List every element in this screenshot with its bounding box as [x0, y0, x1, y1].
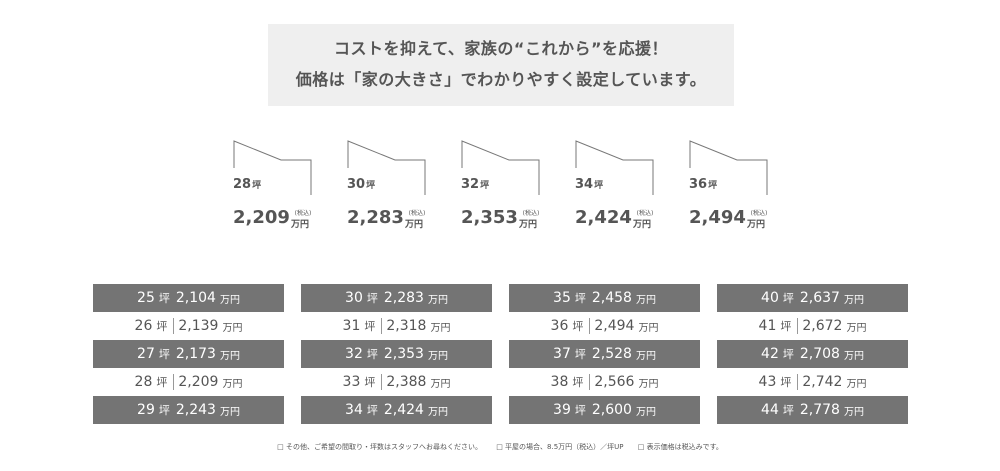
- man-unit: 万円: [405, 220, 424, 230]
- house-outline-icon: [233, 140, 312, 195]
- house-price: 2,353: [461, 207, 518, 228]
- house-card: 28坪 2,209 (税込) 万円: [233, 140, 333, 240]
- house-tsubo: 32坪: [461, 177, 490, 192]
- table-row: 26 坪 2,139 万円: [93, 312, 284, 340]
- note-item: □ 平屋の場合、8.5万円（税込）／坪UP: [496, 443, 624, 451]
- house-tsubo: 28坪: [233, 177, 262, 192]
- note-item: □ その他、ご希望の間取り・坪数はスタッフへお尋ねください。: [277, 443, 482, 451]
- table-row: 29 坪 2,243 万円: [93, 396, 284, 424]
- price-column: 30 坪 2,283 万円 31 坪 2,318 万円 32 坪 2,353 万円 33 坪 2,38…: [301, 284, 492, 424]
- man-unit: 万円: [291, 220, 310, 230]
- table-row: 34 坪 2,424 万円: [301, 396, 492, 424]
- table-row: 41 坪 2,672 万円: [717, 312, 908, 340]
- man-unit: 万円: [633, 220, 652, 230]
- price-column: 35 坪 2,458 万円 36 坪 2,494 万円 37 坪 2,528 万円 38 坪 2,56…: [509, 284, 700, 424]
- house-outline-icon: [347, 140, 426, 195]
- table-row: 39 坪 2,600 万円: [509, 396, 700, 424]
- table-row: 28 坪 2,209 万円: [93, 368, 284, 396]
- house-price: 2,424: [575, 207, 632, 228]
- house-tsubo: 34坪: [575, 177, 604, 192]
- table-row: 44 坪 2,778 万円: [717, 396, 908, 424]
- intro-line-2: 価格は「家の大きさ」でわかりやすく設定しています。: [295, 70, 707, 89]
- table-row: 32 坪 2,353 万円: [301, 340, 492, 368]
- table-row: 30 坪 2,283 万円: [301, 284, 492, 312]
- footnotes: □ その他、ご希望の間取り・坪数はスタッフへお尋ねください。 □ 平屋の場合、8…: [0, 442, 1000, 452]
- house-card: 32坪 2,353 (税込) 万円: [461, 140, 561, 240]
- house-price: 2,494: [689, 207, 746, 228]
- tax-label: (税込): [408, 210, 426, 217]
- intro-banner: コストを抑えて、家族の“これから”を応援！ 価格は「家の大きさ」でわかりやすく設…: [268, 24, 734, 106]
- house-price: 2,209: [233, 207, 290, 228]
- house-price: 2,283: [347, 207, 404, 228]
- note-item: □ 表示価格は税込みです。: [637, 443, 723, 451]
- man-unit: 万円: [747, 220, 766, 230]
- house-tsubo: 36坪: [689, 177, 718, 192]
- house-outline-icon: [689, 140, 768, 195]
- house-outline-icon: [575, 140, 654, 195]
- house-card: 34坪 2,424 (税込) 万円: [575, 140, 675, 240]
- table-row: 40 坪 2,637 万円: [717, 284, 908, 312]
- table-row: 25 坪 2,104 万円: [93, 284, 284, 312]
- table-row: 38 坪 2,566 万円: [509, 368, 700, 396]
- house-outline-icon: [461, 140, 540, 195]
- table-row: 43 坪 2,742 万円: [717, 368, 908, 396]
- intro-line-1: コストを抑えて、家族の“これから”を応援！: [334, 39, 668, 58]
- tax-label: (税込): [294, 210, 312, 217]
- price-column: 40 坪 2,637 万円 41 坪 2,672 万円 42 坪 2,708 万円 43 坪 2,74…: [717, 284, 908, 424]
- tax-label: (税込): [522, 210, 540, 217]
- table-row: 36 坪 2,494 万円: [509, 312, 700, 340]
- house-tsubo: 30坪: [347, 177, 376, 192]
- table-row: 42 坪 2,708 万円: [717, 340, 908, 368]
- tax-label: (税込): [636, 210, 654, 217]
- table-row: 27 坪 2,173 万円: [93, 340, 284, 368]
- house-card: 36坪 2,494 (税込) 万円: [689, 140, 789, 240]
- table-row: 37 坪 2,528 万円: [509, 340, 700, 368]
- house-card: 30坪 2,283 (税込) 万円: [347, 140, 447, 240]
- table-row: 31 坪 2,318 万円: [301, 312, 492, 340]
- table-row: 35 坪 2,458 万円: [509, 284, 700, 312]
- tax-label: (税込): [750, 210, 768, 217]
- man-unit: 万円: [519, 220, 538, 230]
- price-column: 25 坪 2,104 万円 26 坪 2,139 万円 27 坪 2,173 万円 28 坪 2,20…: [93, 284, 284, 424]
- table-row: 33 坪 2,388 万円: [301, 368, 492, 396]
